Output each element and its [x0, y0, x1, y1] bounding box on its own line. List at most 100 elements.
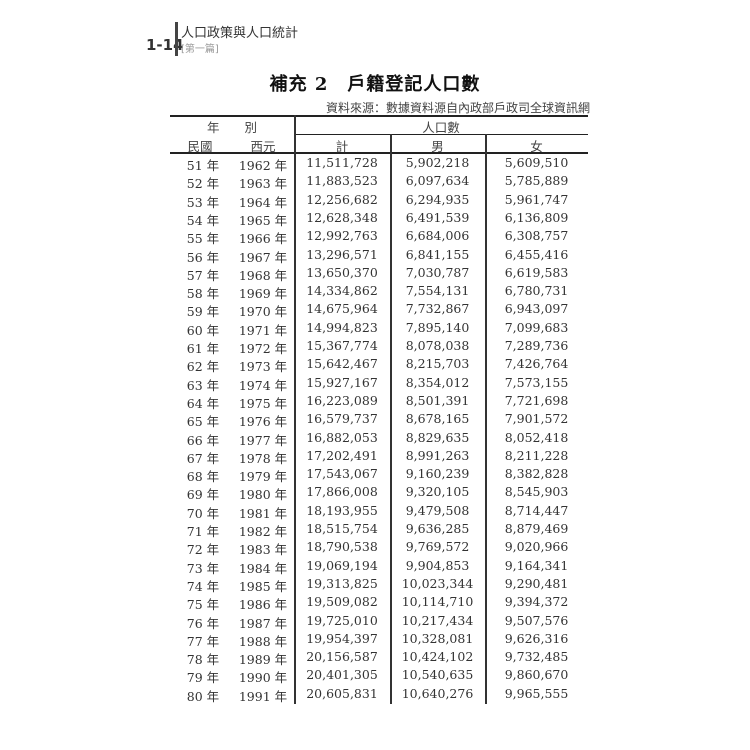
roc-year-cell: 57 年: [186, 267, 220, 283]
ad-year-cell: 1971 年: [238, 322, 288, 338]
male-cell: 10,114,710: [401, 594, 474, 610]
ad-year-cell: 1983 年: [238, 542, 288, 558]
table-row: 64 年 1975 年 16,223,089 8,501,391 7,721,698: [170, 392, 588, 411]
total-cell: 17,866,008: [306, 484, 378, 500]
ad-year-cell: 1967 年: [238, 249, 288, 265]
roc-year-cell: 62 年: [186, 359, 220, 375]
female-cell: 9,965,555: [504, 685, 569, 701]
table-row: 72 年 1983 年 18,790,538 9,769,572 9,020,966: [170, 538, 588, 558]
ad-year-cell: 1979 年: [238, 469, 288, 485]
ad-year-cell: 1985 年: [238, 578, 288, 594]
male-cell: 8,354,012: [405, 374, 470, 390]
female-cell: 8,052,418: [504, 429, 569, 445]
header-roc: 民國: [187, 139, 213, 154]
total-cell: 14,994,823: [306, 319, 378, 335]
total-cell: 15,927,167: [306, 374, 378, 390]
male-cell: 10,217,434: [401, 612, 474, 628]
table-row: 68 年 1979 年 17,543,067 9,160,239 8,382,828: [170, 465, 588, 485]
female-cell: 9,626,316: [504, 630, 569, 646]
table-top-rule: [170, 115, 588, 117]
ad-year-cell: 1964 年: [238, 194, 288, 210]
table-row: 56 年 1967 年 13,296,571 6,841,155 6,455,416: [170, 246, 588, 265]
female-cell: 9,507,576: [504, 612, 569, 628]
male-cell: 9,320,105: [405, 484, 470, 500]
table-row: 77 年 1988 年 19,954,397 10,328,081 9,626,316: [170, 630, 588, 649]
book-title: 人口政策與人口統計: [181, 26, 299, 41]
total-cell: 18,515,754: [306, 521, 378, 536]
ad-year-cell: 1988 年: [238, 633, 288, 649]
male-cell: 9,769,572: [405, 539, 470, 555]
ad-year-cell: 1965 年: [238, 212, 288, 228]
male-cell: 7,030,787: [405, 264, 470, 280]
roc-year-cell: 64 年: [186, 395, 220, 411]
ad-year-cell: 1972 年: [238, 341, 288, 356]
total-cell: 20,401,305: [306, 667, 378, 683]
ad-year-cell: 1968 年: [238, 267, 288, 283]
table-row: 52 年 1963 年 11,883,523 6,097,634 5,785,889: [170, 172, 588, 192]
table-row: 55 年 1966 年 12,992,763 6,684,006 6,308,757: [170, 227, 588, 247]
total-cell: 12,256,682: [306, 191, 378, 207]
header-divider: [175, 22, 178, 56]
ad-year-cell: 1963 年: [238, 176, 288, 192]
roc-year-cell: 72 年: [186, 542, 220, 558]
ad-year-cell: 1990 年: [238, 670, 288, 686]
table-title: 補充 2 戶籍登記人口數: [269, 74, 481, 95]
header-bottom-rule: [170, 152, 588, 154]
ad-year-cell: 1986 年: [238, 597, 288, 613]
total-cell: 17,202,491: [306, 447, 378, 463]
ad-year-cell: 1970 年: [238, 304, 288, 320]
female-cell: 8,545,903: [504, 484, 569, 500]
male-cell: 9,479,508: [405, 502, 470, 518]
female-cell: 6,780,731: [504, 283, 569, 299]
male-cell: 10,328,081: [401, 630, 474, 646]
male-cell: 6,841,155: [405, 246, 470, 262]
roc-year-cell: 66 年: [186, 432, 220, 448]
female-cell: 7,289,736: [504, 338, 569, 353]
roc-year-cell: 77 年: [186, 633, 220, 649]
header-male: 男: [431, 139, 444, 154]
roc-year-cell: 76 年: [186, 615, 220, 631]
table-row: 73 年 1984 年 19,069,194 9,904,853 9,164,341: [170, 557, 588, 576]
table-row: 75 年 1986 年 19,509,082 10,114,710 9,394,372: [170, 593, 588, 613]
header-sub-rule: [294, 134, 588, 135]
male-cell: 9,904,853: [405, 557, 470, 573]
header-total: 計: [335, 139, 349, 154]
total-cell: 18,790,538: [306, 539, 378, 555]
ad-year-cell: 1966 年: [238, 231, 288, 247]
total-cell: 12,628,348: [306, 209, 378, 225]
total-cell: 18,193,955: [306, 502, 378, 518]
ad-year-cell: 1987 年: [238, 615, 288, 631]
female-cell: 9,164,341: [504, 557, 569, 573]
total-cell: 16,223,089: [306, 392, 378, 408]
total-cell: 16,579,737: [306, 411, 378, 427]
male-cell: 7,732,867: [405, 301, 470, 317]
female-cell: 7,426,764: [504, 356, 569, 372]
roc-year-cell: 68 年: [186, 469, 220, 485]
female-cell: 8,879,469: [504, 521, 569, 536]
header-female: 女: [530, 139, 543, 154]
ad-year-cell: 1977 年: [238, 432, 288, 448]
table-row: 51 年 1962 年 11,511,728 5,902,218 5,609,510: [170, 154, 588, 173]
ad-year-cell: 1991 年: [238, 688, 288, 704]
male-cell: 7,554,131: [405, 283, 470, 299]
male-cell: 6,684,006: [405, 228, 470, 244]
male-cell: 6,491,539: [405, 209, 470, 225]
male-cell: 10,640,276: [401, 685, 474, 701]
ad-year-cell: 1976 年: [238, 414, 288, 430]
female-cell: 6,136,809: [504, 209, 569, 225]
female-cell: 7,901,572: [504, 411, 569, 427]
ad-year-cell: 1974 年: [238, 377, 288, 393]
male-cell: 8,215,703: [405, 356, 470, 372]
total-cell: 11,511,728: [306, 155, 378, 170]
male-cell: 8,078,038: [405, 338, 470, 353]
ad-year-cell: 1978 年: [238, 450, 288, 466]
roc-year-cell: 71 年: [186, 524, 220, 539]
male-cell: 10,424,102: [401, 649, 474, 665]
male-cell: 10,023,344: [401, 575, 474, 591]
page-number: 1-14: [146, 36, 184, 54]
header-population-group: 人口數: [422, 120, 460, 135]
male-cell: 9,160,239: [405, 466, 470, 482]
roc-year-cell: 60 年: [186, 322, 220, 338]
female-cell: 6,308,757: [504, 228, 569, 244]
roc-year-cell: 80 年: [186, 688, 220, 704]
